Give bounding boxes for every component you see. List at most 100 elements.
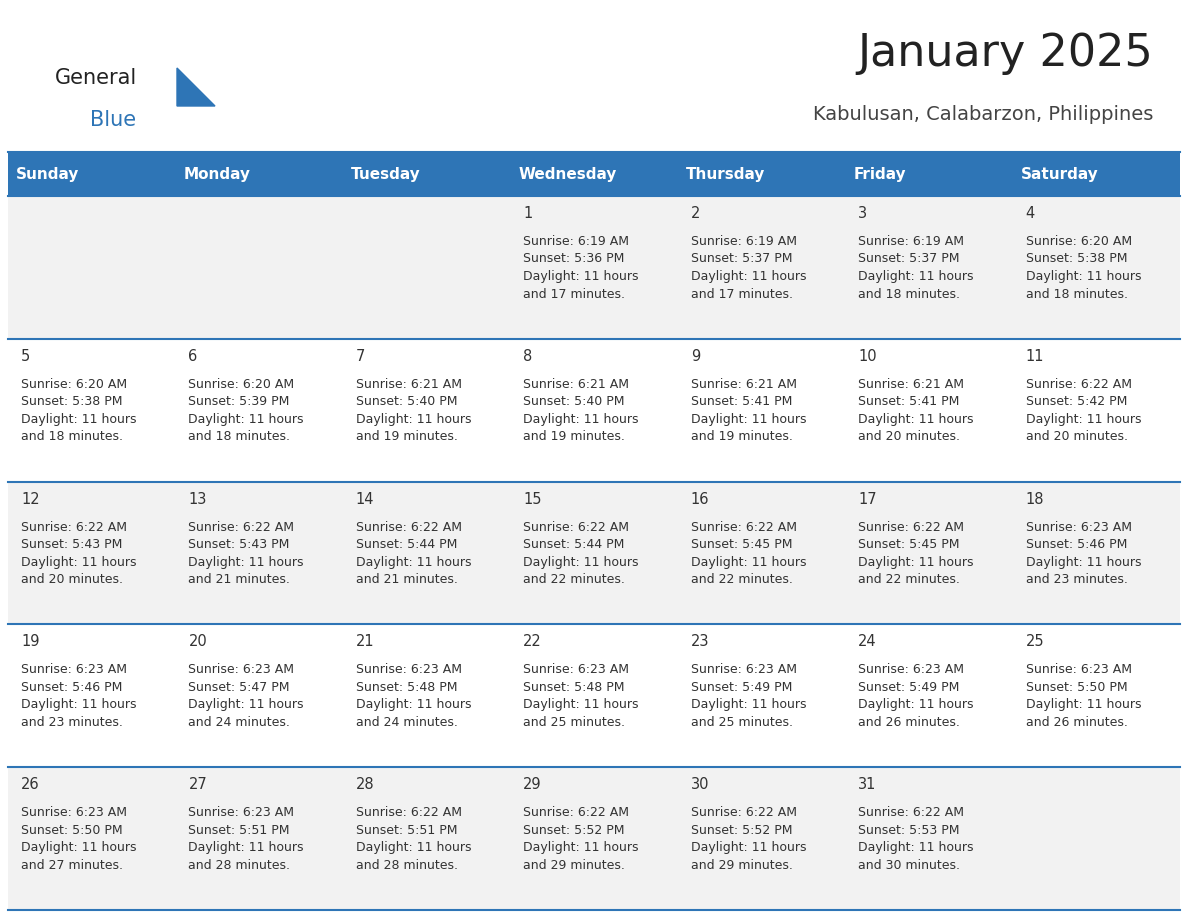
Text: Sunset: 5:40 PM: Sunset: 5:40 PM [356,396,457,409]
Text: and 17 minutes.: and 17 minutes. [523,287,625,300]
Text: and 17 minutes.: and 17 minutes. [690,287,792,300]
Text: and 22 minutes.: and 22 minutes. [690,573,792,586]
Text: Monday: Monday [184,166,251,182]
Text: Sunset: 5:38 PM: Sunset: 5:38 PM [1025,252,1127,265]
Text: Sunset: 5:49 PM: Sunset: 5:49 PM [858,681,960,694]
Text: Sunset: 5:47 PM: Sunset: 5:47 PM [189,681,290,694]
Text: and 20 minutes.: and 20 minutes. [21,573,124,586]
Text: Daylight: 11 hours: Daylight: 11 hours [189,699,304,711]
Text: Daylight: 11 hours: Daylight: 11 hours [858,413,974,426]
Text: 16: 16 [690,492,709,507]
Text: and 29 minutes.: and 29 minutes. [690,858,792,872]
Text: 22: 22 [523,634,542,649]
Text: Daylight: 11 hours: Daylight: 11 hours [21,413,137,426]
Text: and 28 minutes.: and 28 minutes. [189,858,290,872]
Text: Sunrise: 6:22 AM: Sunrise: 6:22 AM [21,521,127,533]
Text: Sunset: 5:46 PM: Sunset: 5:46 PM [1025,538,1127,551]
Text: Sunset: 5:39 PM: Sunset: 5:39 PM [189,396,290,409]
Text: and 20 minutes.: and 20 minutes. [1025,431,1127,443]
Text: Daylight: 11 hours: Daylight: 11 hours [356,555,472,568]
Text: Daylight: 11 hours: Daylight: 11 hours [189,555,304,568]
Text: Daylight: 11 hours: Daylight: 11 hours [1025,555,1140,568]
Text: 30: 30 [690,778,709,792]
Text: 15: 15 [523,492,542,507]
Text: and 28 minutes.: and 28 minutes. [356,858,457,872]
Text: 18: 18 [1025,492,1044,507]
Bar [511,152,677,196]
Text: 10: 10 [858,349,877,364]
Bar [1012,196,1180,339]
Text: Sunday: Sunday [17,166,80,182]
Text: Sunset: 5:43 PM: Sunset: 5:43 PM [189,538,290,551]
Bar [677,196,845,339]
Text: and 18 minutes.: and 18 minutes. [858,287,960,300]
Text: Sunrise: 6:22 AM: Sunrise: 6:22 AM [523,521,630,533]
Text: 7: 7 [356,349,365,364]
Text: Sunrise: 6:20 AM: Sunrise: 6:20 AM [21,378,127,391]
Text: Sunset: 5:48 PM: Sunset: 5:48 PM [356,681,457,694]
Text: and 22 minutes.: and 22 minutes. [523,573,625,586]
Text: 9: 9 [690,349,700,364]
Text: 26: 26 [21,778,39,792]
Bar [176,624,343,767]
Bar [176,152,343,196]
Text: and 22 minutes.: and 22 minutes. [858,573,960,586]
Text: Sunset: 5:52 PM: Sunset: 5:52 PM [523,823,625,836]
Text: Sunset: 5:40 PM: Sunset: 5:40 PM [523,396,625,409]
Text: Daylight: 11 hours: Daylight: 11 hours [858,555,974,568]
Text: Sunrise: 6:23 AM: Sunrise: 6:23 AM [523,664,630,677]
Text: and 26 minutes.: and 26 minutes. [1025,716,1127,729]
Text: Sunset: 5:49 PM: Sunset: 5:49 PM [690,681,792,694]
Text: Sunset: 5:45 PM: Sunset: 5:45 PM [858,538,960,551]
Text: and 21 minutes.: and 21 minutes. [356,573,457,586]
Text: 14: 14 [356,492,374,507]
Text: Sunrise: 6:23 AM: Sunrise: 6:23 AM [1025,521,1132,533]
Bar [677,767,845,910]
Text: Kabulusan, Calabarzon, Philippines: Kabulusan, Calabarzon, Philippines [813,105,1154,124]
Text: 25: 25 [1025,634,1044,649]
Text: 29: 29 [523,778,542,792]
Bar [677,339,845,482]
Text: Sunset: 5:48 PM: Sunset: 5:48 PM [523,681,625,694]
Bar [1012,767,1180,910]
Text: Sunset: 5:41 PM: Sunset: 5:41 PM [690,396,792,409]
Text: 31: 31 [858,778,877,792]
Text: 13: 13 [189,492,207,507]
Text: 5: 5 [21,349,30,364]
Bar [845,767,1012,910]
Bar [845,152,1012,196]
Text: Daylight: 11 hours: Daylight: 11 hours [523,841,639,855]
Text: and 25 minutes.: and 25 minutes. [690,716,792,729]
Text: 20: 20 [189,634,207,649]
Text: and 30 minutes.: and 30 minutes. [858,858,960,872]
Text: Sunrise: 6:20 AM: Sunrise: 6:20 AM [189,378,295,391]
Text: Sunset: 5:51 PM: Sunset: 5:51 PM [356,823,457,836]
Bar [677,624,845,767]
Text: Sunrise: 6:20 AM: Sunrise: 6:20 AM [1025,235,1132,248]
Text: Sunrise: 6:23 AM: Sunrise: 6:23 AM [1025,664,1132,677]
Bar [8,152,176,196]
Bar [845,196,1012,339]
Text: Sunrise: 6:19 AM: Sunrise: 6:19 AM [690,235,797,248]
Text: Daylight: 11 hours: Daylight: 11 hours [690,555,807,568]
Text: Daylight: 11 hours: Daylight: 11 hours [21,555,137,568]
Text: Wednesday: Wednesday [519,166,617,182]
Text: Sunrise: 6:22 AM: Sunrise: 6:22 AM [356,521,462,533]
Text: 17: 17 [858,492,877,507]
Text: 12: 12 [21,492,39,507]
Text: Daylight: 11 hours: Daylight: 11 hours [1025,413,1140,426]
Text: Blue: Blue [90,110,137,130]
Text: and 19 minutes.: and 19 minutes. [523,431,625,443]
Text: Sunset: 5:41 PM: Sunset: 5:41 PM [858,396,960,409]
Text: Sunset: 5:43 PM: Sunset: 5:43 PM [21,538,122,551]
Text: Sunrise: 6:22 AM: Sunrise: 6:22 AM [690,806,797,819]
Text: Daylight: 11 hours: Daylight: 11 hours [690,841,807,855]
Text: and 25 minutes.: and 25 minutes. [523,716,625,729]
Text: 3: 3 [858,206,867,221]
Text: Sunrise: 6:19 AM: Sunrise: 6:19 AM [858,235,965,248]
Bar [511,767,677,910]
Text: 27: 27 [189,778,207,792]
Text: and 18 minutes.: and 18 minutes. [189,431,290,443]
Bar [8,767,176,910]
Text: Daylight: 11 hours: Daylight: 11 hours [189,413,304,426]
